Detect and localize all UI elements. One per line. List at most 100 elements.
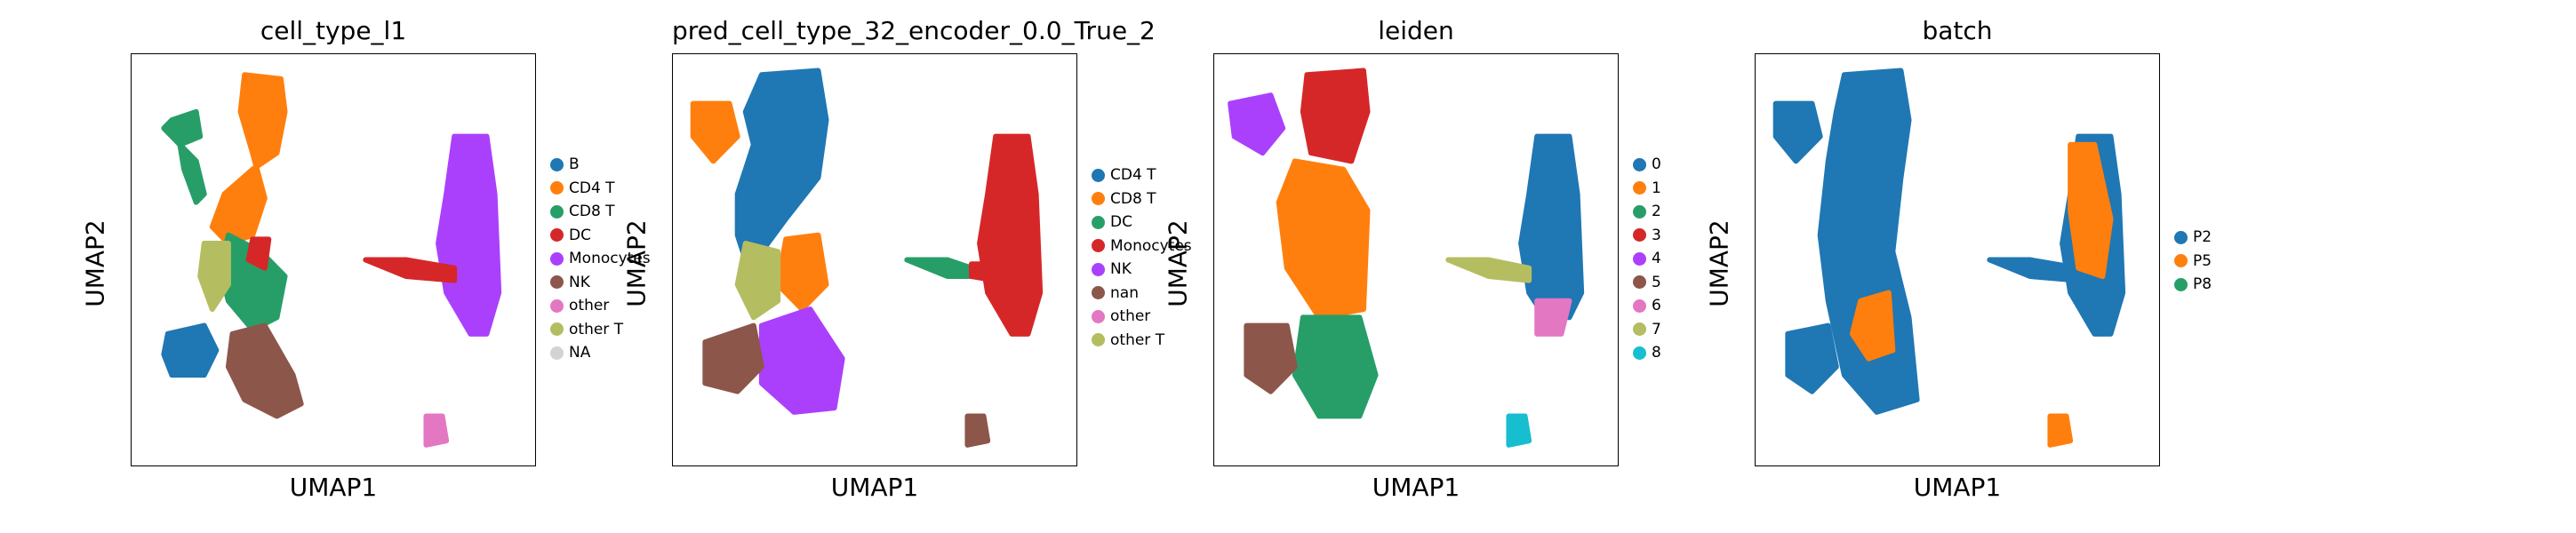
panel-title: batch (1922, 16, 1993, 45)
legend-marker-icon (1092, 192, 1105, 206)
legend-marker-icon (2174, 277, 2188, 291)
legend-item: other T (1092, 329, 1192, 353)
cluster-1-2 (1276, 158, 1371, 321)
legend-item: P8 (2174, 273, 2212, 297)
cluster-p2-4 (1987, 257, 2082, 283)
legend-label: 3 (1652, 226, 1661, 244)
legend-item: 2 (1633, 200, 1661, 224)
legend-label: CD8 T (1110, 189, 1156, 208)
plot-area (131, 53, 536, 466)
legend-item: CD8 T (550, 200, 651, 224)
legend-item: 5 (1633, 271, 1661, 295)
legend-label: P8 (2193, 275, 2212, 294)
legend-label: 0 (1652, 155, 1661, 174)
x-axis-label: UMAP1 (1913, 473, 2002, 502)
legend-label: B (569, 155, 580, 174)
legend-label: NK (1110, 260, 1132, 279)
legend-item: P5 (2174, 250, 2212, 274)
cluster-other-t-3 (734, 240, 781, 321)
legend-marker-icon (1633, 157, 1646, 171)
cluster-cd8-t-0 (690, 100, 740, 164)
plot-area (1755, 53, 2160, 466)
legend-item: CD4 T (1092, 163, 1192, 187)
cluster-8-8 (1506, 413, 1532, 448)
panel-title: cell_type_l1 (260, 16, 407, 45)
cluster-2-3 (1292, 314, 1379, 419)
legend-marker-icon (1633, 275, 1646, 290)
legend-marker-icon (550, 275, 564, 290)
legend-item: DC (1092, 211, 1192, 235)
legend-marker-icon (2174, 254, 2188, 268)
legend-marker-icon (1633, 298, 1646, 313)
cluster-cd4-t-1 (734, 68, 829, 263)
legend-marker-icon (1092, 333, 1105, 347)
legend-label: NA (569, 344, 591, 362)
y-axis-label: UMAP2 (621, 219, 652, 307)
legend-item: other T (550, 318, 651, 342)
cluster-b-6 (161, 322, 220, 378)
legend-item: 0 (1633, 153, 1661, 177)
legend-marker-icon (1633, 346, 1646, 360)
cluster-cd8-t-2 (775, 232, 829, 313)
cluster-7-7 (1445, 257, 1532, 283)
legend: B CD4 T CD8 T DC Monocytes NK other other T NA (550, 153, 651, 365)
legend-label: other (569, 297, 610, 315)
legend-marker-icon (550, 204, 564, 219)
legend-item: DC (550, 224, 651, 248)
cluster-dc-5 (245, 236, 272, 271)
legend-item: CD4 T (550, 177, 651, 201)
legend: CD4 T CD8 T DC Monocytes NK nan other other T (1092, 163, 1192, 352)
cluster-6-6 (1534, 298, 1572, 337)
legend-item: Monocytes (1092, 235, 1192, 259)
legend-label: NK (569, 273, 590, 291)
cluster-5-4 (1244, 322, 1298, 394)
cluster-cd4-t-1 (209, 72, 288, 246)
legend-item: NK (550, 271, 651, 295)
legend-item: 4 (1633, 247, 1661, 271)
y-axis-label: UMAP2 (1163, 219, 1193, 307)
plot-area (1213, 53, 1619, 466)
cluster-dc-7 (904, 257, 974, 280)
legend-marker-icon (550, 251, 564, 266)
legend-label: CD8 T (569, 203, 615, 221)
legend-item: 1 (1633, 177, 1661, 201)
umap-panel-1: pred_cell_type_32_encoder_0.0_True_2 UMAP… (622, 0, 1294, 533)
legend: P2 P5 P8 (2174, 226, 2212, 297)
scatter-svg (161, 72, 502, 448)
x-axis-label: UMAP1 (289, 473, 378, 502)
legend-label: Monocytes (569, 250, 651, 268)
cluster-0-5 (1518, 133, 1585, 321)
legend-item: other (1092, 305, 1192, 329)
cluster-p5-7 (2047, 413, 2074, 448)
legend-marker-icon (550, 157, 564, 171)
cluster-monocytes-6 (977, 133, 1044, 337)
legend-item: NK (1092, 258, 1192, 282)
y-axis-label: UMAP2 (80, 219, 110, 307)
cluster-nan-5 (702, 322, 764, 394)
legend-marker-icon (550, 322, 564, 337)
cluster-cd8-t-2 (177, 141, 207, 205)
legend-label: 2 (1652, 203, 1661, 221)
cluster-nk-4 (758, 306, 845, 415)
legend-label: CD4 T (1110, 166, 1156, 185)
legend-label: P2 (2193, 228, 2212, 247)
cluster-nan-9 (964, 413, 991, 448)
legend-marker-icon (550, 298, 564, 313)
cluster-4-0 (1228, 92, 1286, 156)
scatter-svg (1228, 68, 1585, 448)
panel-title: leiden (1378, 16, 1454, 45)
x-axis-label: UMAP1 (1372, 473, 1460, 502)
legend-marker-icon (1092, 262, 1105, 276)
cluster-monocytes-8 (968, 261, 999, 283)
y-axis-label: UMAP2 (1704, 219, 1734, 307)
x-axis-label: UMAP1 (830, 473, 919, 502)
legend-marker-icon (1092, 309, 1105, 323)
legend-label: Monocytes (1110, 236, 1192, 255)
cluster-other-t-4 (197, 240, 231, 313)
legend-label: DC (1110, 213, 1132, 232)
legend-marker-icon (1633, 228, 1646, 243)
umap-panel-0: cell_type_l1 UMAP2 UMAP1 B CD4 T CD8 T DC Monoc… (81, 0, 753, 533)
cluster-p2-2 (1785, 322, 1839, 394)
legend-item: nan (1092, 282, 1192, 306)
legend-label: P5 (2193, 251, 2212, 270)
